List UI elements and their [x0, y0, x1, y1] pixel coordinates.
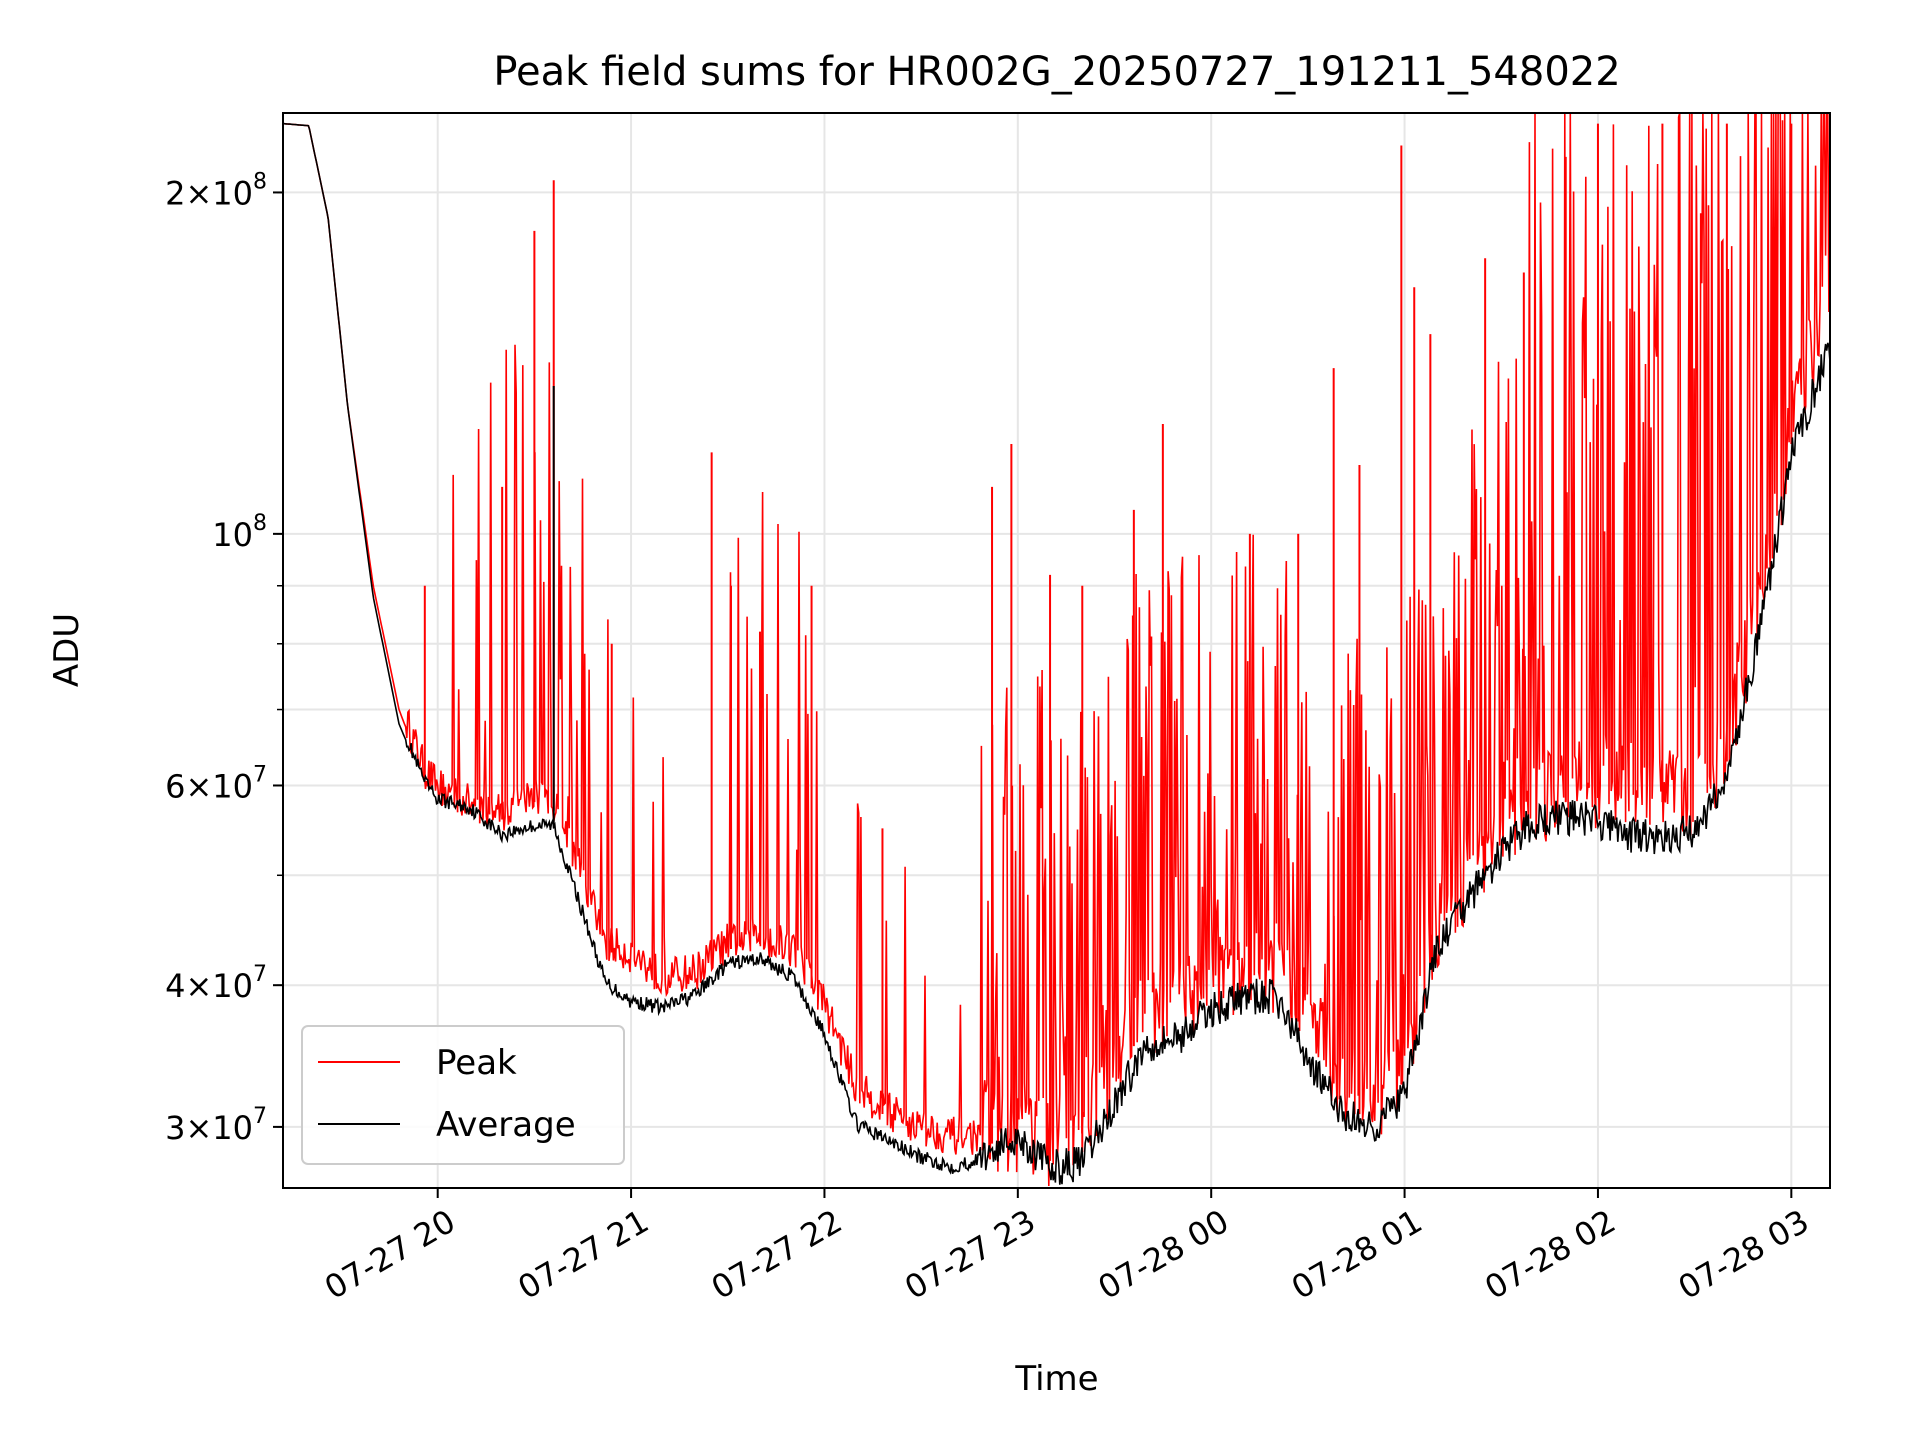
x-tick-label: 07-28 03 — [1672, 1202, 1816, 1307]
y-tick-label: 108 — [212, 511, 267, 554]
legend-label-average: Average — [436, 1105, 576, 1145]
x-tick-label: 07-27 23 — [898, 1202, 1042, 1307]
plot-frame — [282, 112, 1831, 1189]
x-tick-label: 07-28 00 — [1092, 1202, 1236, 1307]
x-tick-label: 07-28 02 — [1478, 1202, 1622, 1307]
y-tick-exponent: 7 — [253, 962, 267, 987]
series-line-average — [282, 122, 1831, 1185]
y-tick-exponent: 7 — [253, 1104, 267, 1129]
y-tick-label: 2×108 — [165, 169, 267, 212]
x-tick-label: 07-27 21 — [511, 1202, 655, 1307]
x-axis: 07-27 20 07-27 21 07-27 22 07-27 23 07-28 00… — [318, 1188, 1815, 1307]
series-peak — [282, 112, 1831, 1187]
y-tick-label: 4×107 — [165, 962, 267, 1005]
chart-title: Peak field sums for HR002G_20250727_1912… — [493, 49, 1620, 95]
x-tick-label: 07-28 01 — [1285, 1202, 1429, 1307]
y-tick-label: 6×107 — [165, 762, 267, 805]
y-tick-exponent: 7 — [253, 762, 267, 787]
legend-box — [301, 1025, 625, 1165]
y-tick-exponent: 8 — [253, 511, 267, 536]
y-axis: 3×107 4×107 6×107 108 2×108 — [165, 169, 283, 1147]
x-tick-label: 07-27 22 — [705, 1202, 849, 1307]
y-axis-label: ADU — [47, 613, 87, 687]
series-average — [282, 122, 1831, 1185]
y-tick-label: 3×107 — [165, 1104, 267, 1147]
legend: Peak Average — [301, 1025, 625, 1165]
legend-label-peak: Peak — [436, 1043, 517, 1083]
y-tick-exponent: 8 — [253, 169, 267, 194]
series-line-peak — [282, 112, 1831, 1187]
x-tick-label: 07-27 20 — [318, 1202, 462, 1307]
x-axis-label: Time — [1014, 1359, 1098, 1399]
